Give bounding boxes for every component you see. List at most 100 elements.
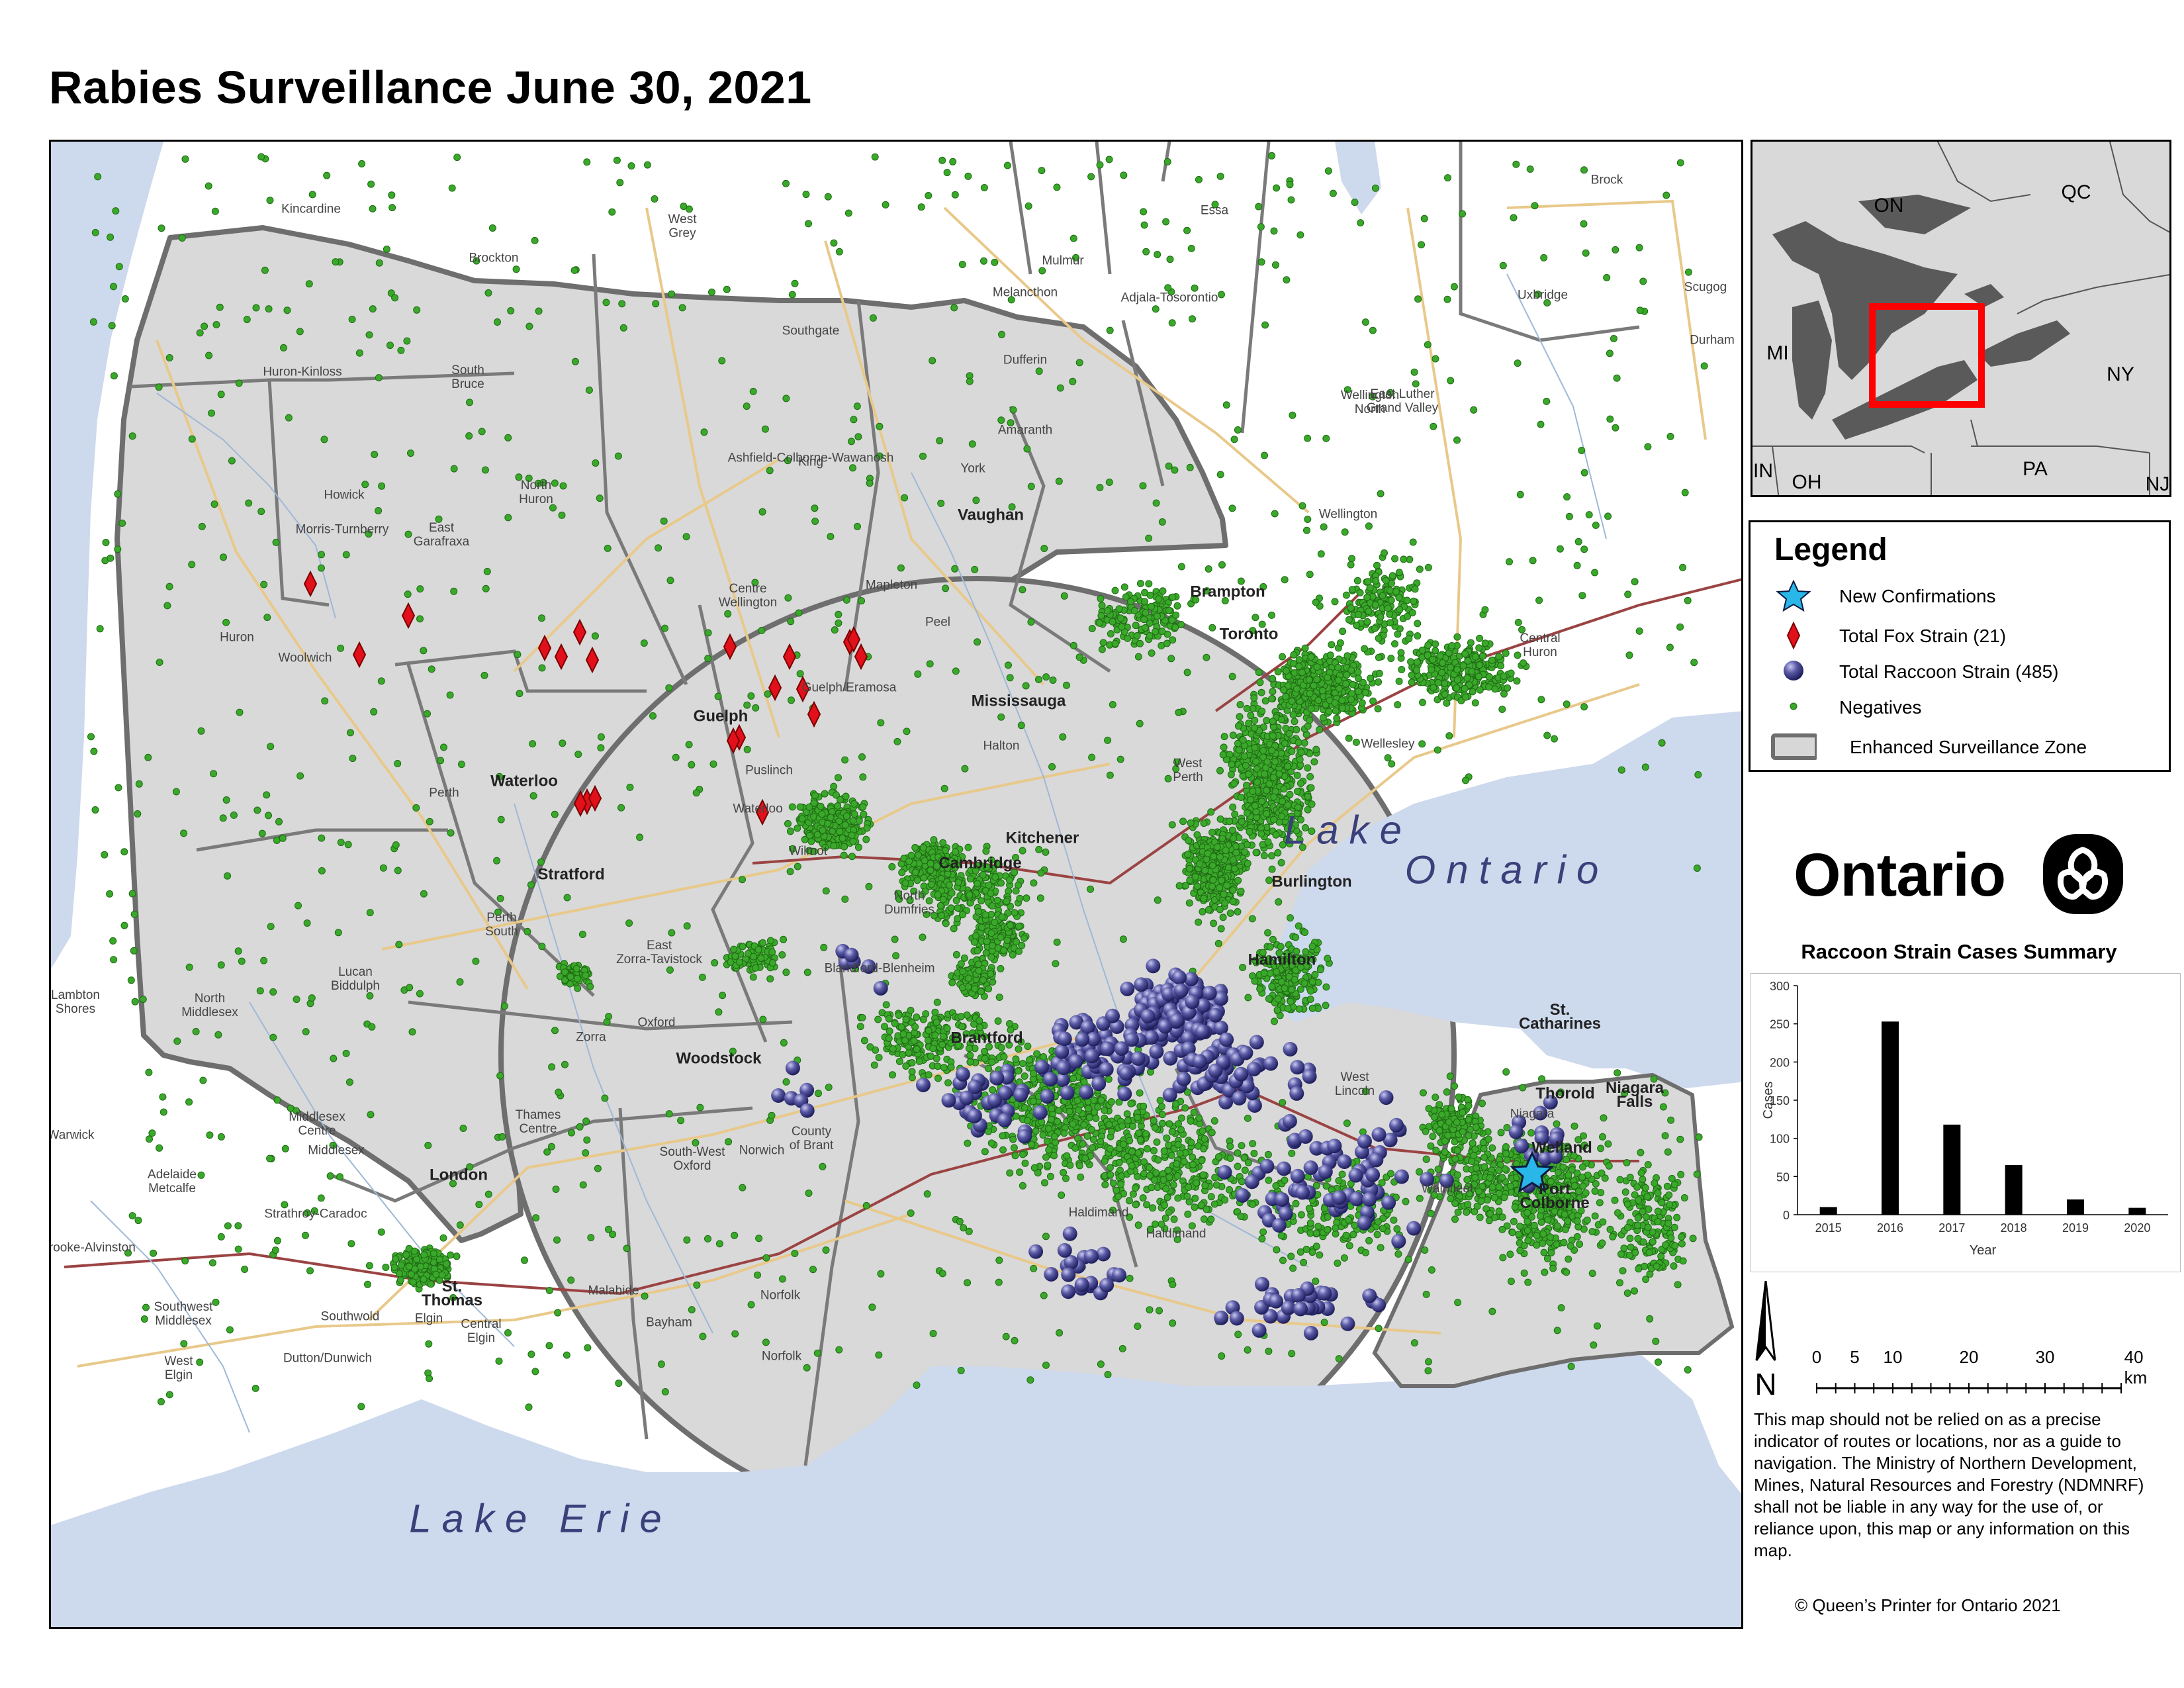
negative-dot [110,956,118,964]
negative-dot [819,1162,827,1170]
negative-dot [549,504,557,512]
negative-dot [1229,856,1237,864]
negative-dot [1540,1248,1548,1256]
negative-dot [1700,362,1708,370]
negative-dot [1338,704,1346,712]
negative-dot [1306,773,1314,780]
negative-dot [1461,684,1469,692]
negative-dot [481,466,489,474]
negative-dot [1422,1155,1430,1163]
negative-dot [571,357,579,365]
negative-dot [704,655,712,663]
negative-dot [165,1391,173,1399]
negative-dot [1513,677,1521,685]
negative-dot [1033,1050,1041,1058]
negative-dot [1259,747,1267,755]
negative-dot [1486,1174,1494,1182]
negative-dot [959,911,966,919]
negative-dot [1024,1043,1032,1051]
negative-dot [394,867,402,874]
negative-dot [365,530,373,538]
negative-dot [919,452,927,460]
negative-dot [120,921,128,929]
negative-dot [952,667,960,675]
negative-dot [155,383,163,391]
negative-dot [347,729,354,737]
negative-dot [1179,818,1187,825]
negative-dot [1502,1150,1510,1158]
negative-dot [1275,770,1283,778]
negative-dot [1218,835,1226,842]
negative-dot [134,810,142,818]
negative-dot [1343,1119,1351,1127]
negative-dot [1098,645,1106,653]
negative-dot [791,1250,799,1257]
negative-dot [1210,1117,1218,1125]
negative-dot [110,283,117,291]
negative-dot [1092,1115,1100,1122]
negative-dot [252,304,260,312]
negative-dot [1555,1168,1563,1176]
negative-dot [1375,653,1383,661]
negative-dot [1005,876,1013,884]
negative-dot [1541,1268,1549,1276]
negative-dot [821,790,829,798]
negative-dot [1195,175,1203,183]
main-map[interactable]: Kincardine West Grey Essa Brock Brockton Mulm… [49,140,1743,1629]
negative-dot [1343,652,1351,660]
negative-dot [1177,563,1185,571]
negative-dot [1591,569,1599,577]
negative-dot [1485,1217,1493,1225]
negative-dot [1035,845,1043,853]
negative-dot [1261,321,1269,329]
negative-dot [1341,528,1349,536]
negative-dot [1666,643,1674,651]
negative-dot [579,1181,587,1189]
negative-dot [1527,1129,1535,1137]
negative-dot [1603,273,1611,281]
negative-dot [1041,1179,1048,1187]
negative-dot [882,201,889,209]
negative-dot [1475,644,1483,652]
negative-dot [1476,686,1484,694]
negative-dot [1481,606,1489,614]
negative-dot [222,796,230,804]
negative-dot [224,1222,232,1230]
negative-dot [306,1267,314,1275]
negative-dot [1158,518,1166,526]
negative-dot [217,391,225,399]
negative-dot [402,1251,410,1259]
negative-dot [1048,1105,1056,1113]
negative-dot [1507,1182,1514,1190]
negative-dot [1292,933,1300,941]
negative-dot [1674,1281,1682,1289]
negative-dot [1274,849,1282,857]
negative-dot [1334,677,1342,684]
negative-dot [626,783,634,791]
negative-dot [1418,646,1426,654]
negative-dot [1387,389,1394,397]
negative-dot [1107,1098,1115,1105]
negative-dot [1268,852,1275,860]
negative-dot [1268,982,1276,990]
negative-dot [680,203,688,211]
negative-dot [1261,770,1268,778]
negative-dot [1574,1136,1582,1144]
negative-dot [1685,268,1692,276]
negative-dot [903,727,911,735]
negative-dot [1576,1241,1584,1248]
negative-dot [1003,898,1011,906]
negative-dot [1377,490,1385,498]
negative-dot [788,803,796,811]
negative-dot [109,937,117,945]
negative-dot [1469,688,1477,696]
negative-dot [1226,818,1234,825]
negative-dot [1599,1133,1606,1141]
negative-dot [1300,979,1308,987]
negative-dot [102,539,110,546]
negative-dot [831,626,839,634]
negative-dot [1644,1223,1652,1231]
negative-dot [999,947,1007,955]
negative-dot [837,796,844,804]
negative-dot [1042,1153,1050,1161]
